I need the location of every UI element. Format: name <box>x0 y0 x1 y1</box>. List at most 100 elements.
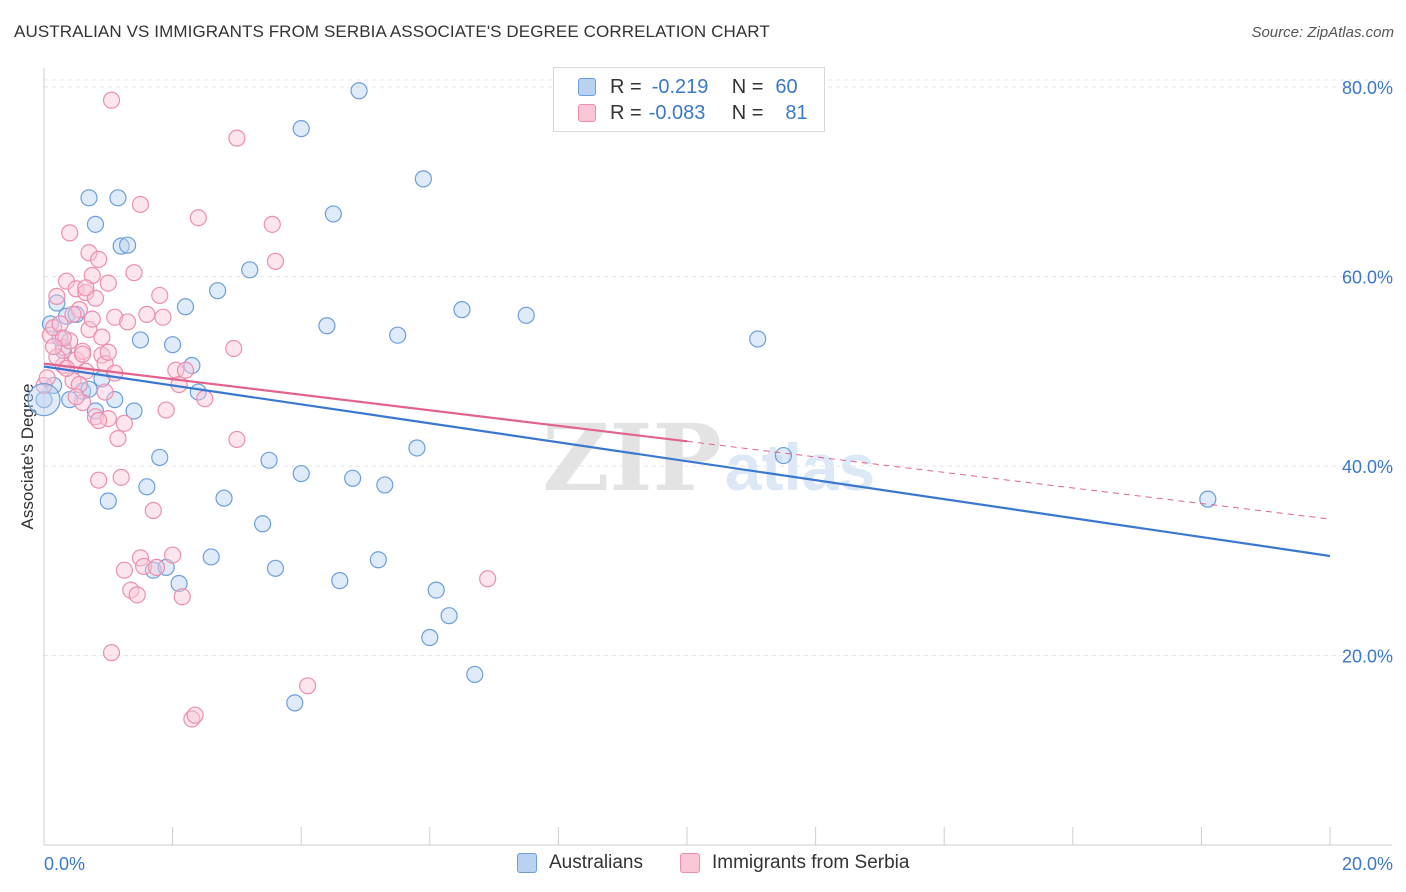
legend-swatch-pink <box>680 853 700 873</box>
serbia-trend-line <box>43 362 688 443</box>
serbia-point <box>93 328 111 346</box>
legend-swatch-blue <box>578 78 596 96</box>
serbia-point <box>147 558 166 576</box>
serbia-point <box>80 244 98 262</box>
australians-point <box>286 694 304 712</box>
serbia-point <box>118 313 137 331</box>
legend-r-label: R = <box>610 101 642 124</box>
serbia-point <box>138 305 156 323</box>
australians-point <box>109 189 127 207</box>
watermark-atlas: atlas <box>725 430 875 504</box>
serbia-point <box>61 224 79 242</box>
australians-point <box>138 478 156 496</box>
australians-point <box>427 581 445 599</box>
serbia-point <box>176 361 195 379</box>
serbia-point <box>128 586 146 604</box>
serbia-point <box>115 561 133 579</box>
serbia-point <box>173 588 191 606</box>
australians-point <box>369 551 387 569</box>
legend-row-serbia: R = -0.083 N = 81 <box>578 101 808 125</box>
serbia-point <box>109 429 127 448</box>
serbia-point <box>90 411 108 430</box>
serbia-point <box>266 252 285 270</box>
serbia-point <box>90 471 108 489</box>
legend-label: Australians <box>549 852 643 873</box>
serbia-point <box>38 369 56 387</box>
serbia-point <box>299 677 317 695</box>
australians-point <box>344 469 362 487</box>
australians-point <box>170 574 188 593</box>
legend-r-value: -0.083 <box>648 101 706 124</box>
legend-item-serbia[interactable]: Immigrants from Serbia <box>680 852 909 874</box>
serbia-point <box>115 414 133 432</box>
serbia-point <box>112 468 130 486</box>
serbia-trend-extension <box>686 440 1331 520</box>
serbia-point <box>83 310 101 328</box>
serbia-point <box>125 264 143 282</box>
serbia-point <box>131 195 150 214</box>
watermark-zip: ZIP <box>542 404 721 512</box>
australians-point <box>164 336 182 354</box>
australians-point <box>86 402 105 420</box>
serbia-point <box>151 286 169 305</box>
serbia-point <box>45 337 63 356</box>
serbia-point <box>102 91 121 109</box>
y-tick-label: 20.0% <box>1342 646 1393 666</box>
australians-point <box>86 215 105 233</box>
australians-point <box>209 282 227 300</box>
australians-point <box>125 402 143 420</box>
serbia-point <box>135 557 153 576</box>
x-tick-label: 0.0% <box>44 854 85 874</box>
australians-point <box>131 331 150 349</box>
y-axis-label: Associate's Degree <box>18 384 37 530</box>
legend-swatch-blue <box>517 853 537 873</box>
legend-item-australians[interactable]: Australians <box>517 852 643 874</box>
australians-point <box>48 294 66 312</box>
source-label: Source: ZipAtlas.com <box>1251 24 1394 41</box>
serbia-point <box>196 390 214 408</box>
serbia-point <box>54 329 72 347</box>
serbia-point <box>225 339 243 358</box>
serbia-point <box>228 129 246 147</box>
legend-n-value: 81 <box>785 101 808 124</box>
serbia-point <box>77 283 95 302</box>
legend-r-value: -0.219 <box>651 75 709 98</box>
australians-point <box>215 489 233 507</box>
serbia-point <box>96 383 114 401</box>
serbia-point <box>263 215 281 233</box>
serbia-point <box>189 209 207 227</box>
legend-n-label: N = <box>731 75 764 98</box>
australians-point <box>292 120 310 138</box>
australians-point <box>99 492 117 510</box>
correlation-legend: R = -0.219 N = 60 R = -0.083 N = 81 <box>553 67 825 132</box>
legend-n-label: N = <box>731 101 764 124</box>
australians-point <box>376 476 394 494</box>
serbia-point <box>51 315 69 333</box>
australians-trend-line <box>43 365 1331 558</box>
legend-n-value: 60 <box>775 75 798 98</box>
australians-point <box>408 439 426 457</box>
australians-point <box>749 330 767 348</box>
australians-point <box>324 205 342 223</box>
serbia-point <box>144 501 162 520</box>
australians-point <box>254 515 272 533</box>
australians-point <box>112 237 130 255</box>
australians-point <box>202 548 220 566</box>
serbia-point <box>479 570 497 588</box>
serbia-point <box>77 279 95 297</box>
series-legend: Australians Immigrants from Serbia <box>0 852 1406 878</box>
australians-point <box>292 464 310 483</box>
serbia-point <box>228 430 246 449</box>
legend-swatch-pink <box>578 104 596 122</box>
serbia-point <box>167 361 185 379</box>
serbia-point <box>157 401 175 419</box>
serbia-point <box>99 274 117 292</box>
serbia-point <box>48 287 66 305</box>
chart-title: AUSTRALIAN VS IMMIGRANTS FROM SERBIA ASS… <box>14 22 770 41</box>
australians-point <box>414 170 432 188</box>
serbia-point <box>102 644 121 662</box>
serbia-point <box>90 250 108 269</box>
australians-point <box>466 665 484 684</box>
serbia-point <box>106 308 124 326</box>
